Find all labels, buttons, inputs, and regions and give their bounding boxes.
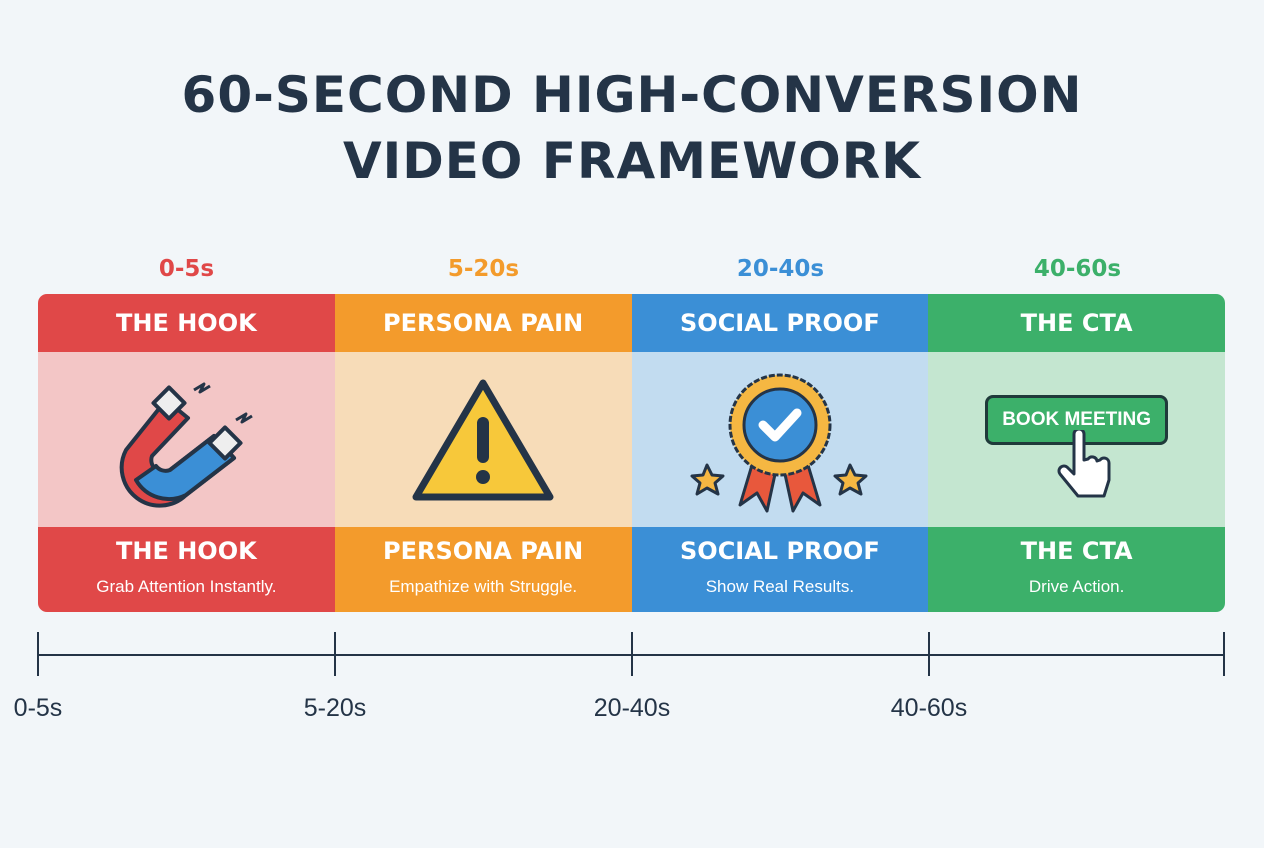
stage-time-label: 0-5s <box>158 256 215 282</box>
warning-icon <box>412 379 554 500</box>
timeline-tick <box>631 632 633 676</box>
stage-hook: THE HOOK THE HOOK Grab Attention Instant… <box>38 294 335 612</box>
timeline-label: 20-40s <box>593 694 671 722</box>
stage-description: Drive Action. <box>1028 577 1125 596</box>
stage-header: THE CTA <box>928 294 1225 352</box>
stage-description: Grab Attention Instantly. <box>96 577 277 596</box>
timeline-label: 5-20s <box>303 694 367 722</box>
timeline-label: 0-5s <box>13 694 63 722</box>
timeline-tick <box>37 632 39 676</box>
timeline-tick <box>334 632 336 676</box>
page-title: 60-SECOND HIGH-CONVERSION VIDEO FRAMEWOR… <box>181 66 1083 190</box>
stage-persona-pain: PERSONA PAIN PERSONA PAIN Empathize with… <box>334 294 632 612</box>
timeline-label: 40-60s <box>890 694 968 722</box>
award-badge-icon <box>690 373 868 512</box>
magnet-icon <box>120 382 254 508</box>
stage-title: SOCIAL PROOF <box>680 537 880 565</box>
stage-description: Empathize with Struggle. <box>389 577 578 596</box>
stage-time-label: 5-20s <box>447 256 520 282</box>
timeline-tick <box>1223 632 1225 676</box>
stage-cta: THE CTA BOOK MEETING THE CTA Drive Actio… <box>928 294 1225 612</box>
stage-social-proof: SOCIAL PROOF SOCIAL PROOF Show Real Resu… <box>631 294 929 612</box>
stage-time-label: 40-60s <box>1033 256 1122 282</box>
stage-time-label: 20-40s <box>736 256 825 282</box>
timeline-tick <box>928 632 930 676</box>
stage-header: PERSONA PAIN <box>334 294 632 352</box>
pointer-hand-icon <box>1057 430 1111 498</box>
stage-title: PERSONA PAIN <box>383 537 584 565</box>
stage-description: Show Real Results. <box>705 577 855 596</box>
stage-title: THE HOOK <box>116 537 257 565</box>
stage-header: SOCIAL PROOF <box>631 294 929 352</box>
stage-header: THE HOOK <box>38 294 335 352</box>
framework-panel: THE HOOK THE HOOK Grab Attention Instant… <box>38 294 1225 612</box>
stage-title: THE CTA <box>1020 537 1133 565</box>
